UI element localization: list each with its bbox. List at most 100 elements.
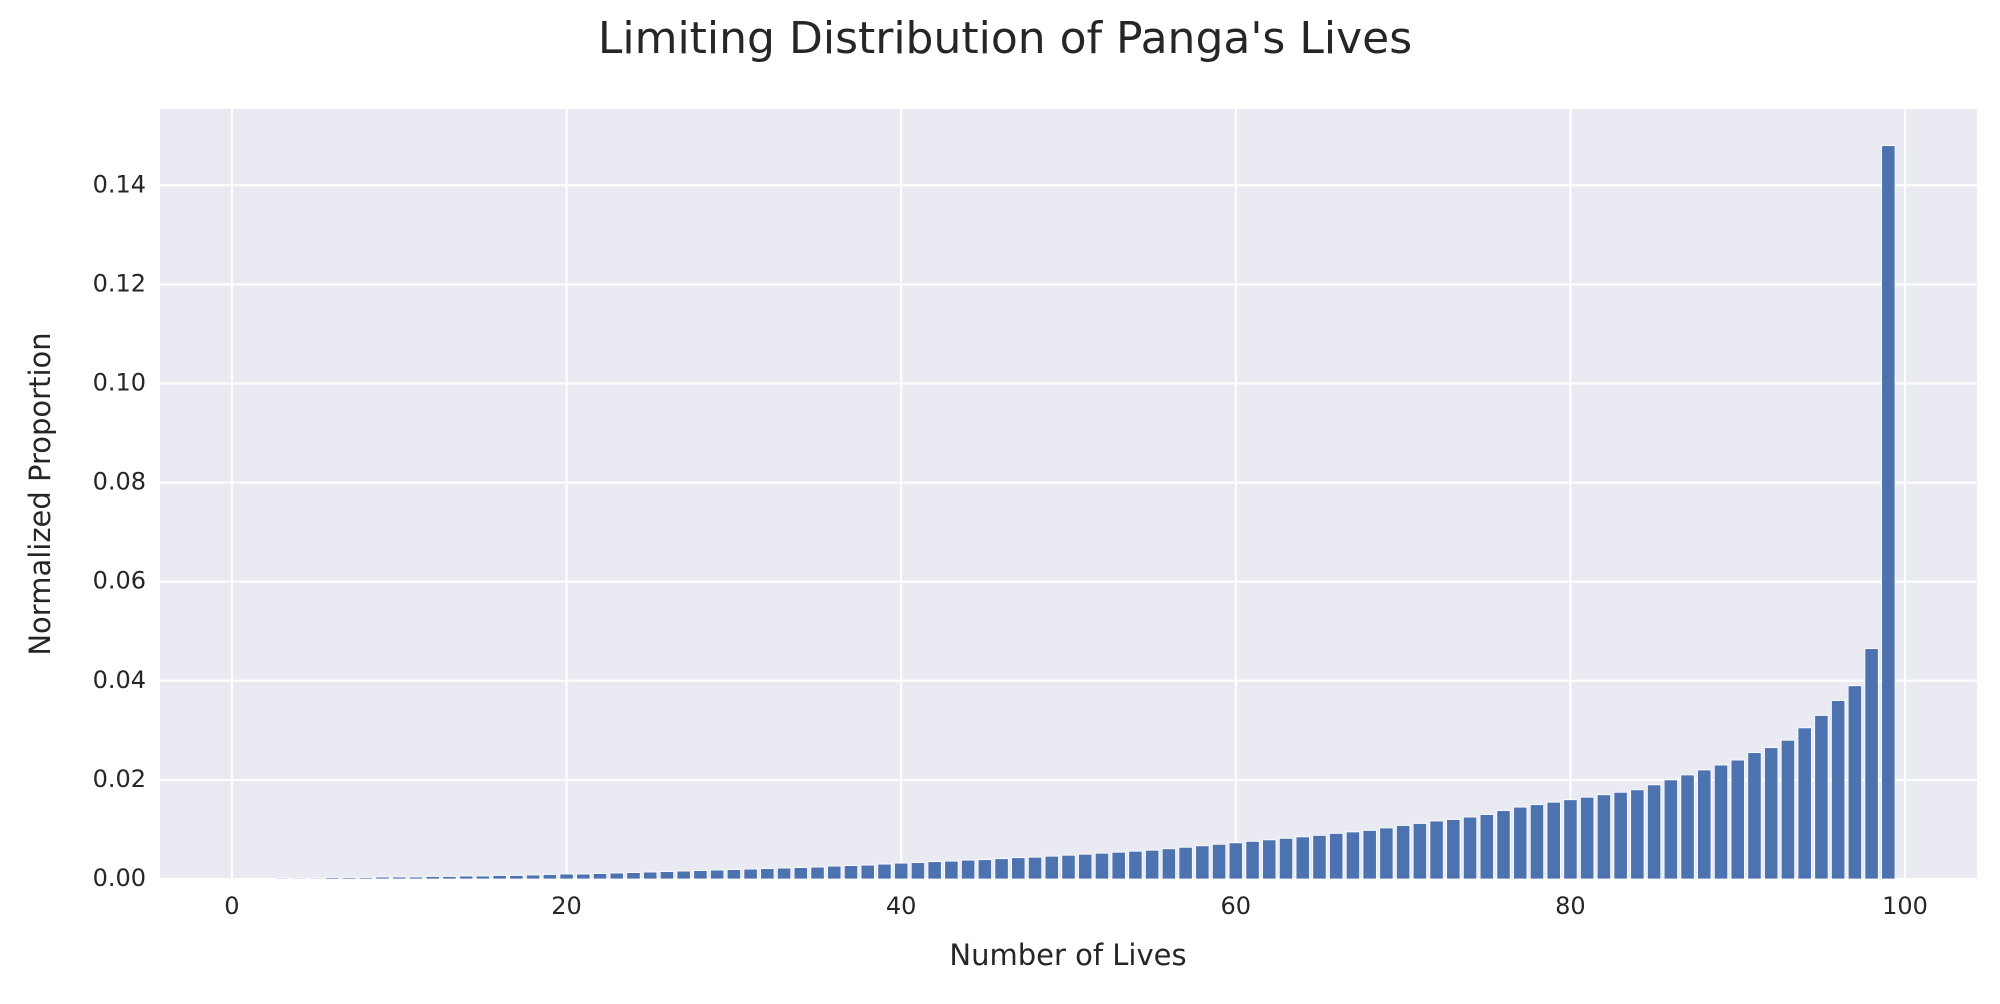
bar bbox=[1848, 686, 1861, 879]
bar bbox=[1647, 785, 1660, 879]
x-tick-label: 100 bbox=[1882, 892, 1928, 920]
bar bbox=[1028, 857, 1041, 879]
bar bbox=[627, 873, 640, 879]
bar bbox=[1279, 838, 1292, 879]
x-tick-label: 0 bbox=[224, 892, 239, 920]
bar bbox=[1079, 854, 1092, 879]
plot-area bbox=[160, 109, 1977, 879]
chart-title: Limiting Distribution of Panga's Lives bbox=[598, 13, 1412, 64]
y-tick-label: 0.08 bbox=[93, 468, 146, 496]
bar bbox=[359, 878, 372, 879]
bar bbox=[1664, 780, 1677, 879]
bar bbox=[1714, 765, 1727, 879]
bar bbox=[476, 876, 489, 879]
y-tick-label: 0.00 bbox=[93, 864, 146, 892]
bar bbox=[894, 863, 907, 879]
bar bbox=[1497, 811, 1510, 879]
bar bbox=[995, 859, 1008, 879]
bar bbox=[928, 862, 941, 879]
bar bbox=[1882, 146, 1895, 879]
bar bbox=[1865, 649, 1878, 879]
bar bbox=[560, 874, 573, 879]
bar bbox=[660, 872, 673, 879]
bar bbox=[1396, 825, 1409, 879]
bar bbox=[1614, 792, 1627, 879]
bar bbox=[409, 877, 422, 879]
bar bbox=[1514, 807, 1527, 879]
bar bbox=[1296, 837, 1309, 879]
bar bbox=[1229, 843, 1242, 879]
bar bbox=[1045, 856, 1058, 879]
bar bbox=[794, 868, 807, 879]
bar bbox=[1530, 805, 1543, 879]
bar bbox=[510, 876, 523, 879]
bar bbox=[1681, 775, 1694, 879]
y-tick-label: 0.02 bbox=[93, 765, 146, 793]
bar bbox=[309, 878, 322, 879]
bar bbox=[811, 867, 824, 879]
bar bbox=[744, 869, 757, 879]
bar bbox=[1631, 790, 1644, 879]
x-tick-label: 80 bbox=[1555, 892, 1586, 920]
bar bbox=[493, 876, 506, 879]
y-axis-label: Normalized Proportion bbox=[23, 332, 57, 655]
bar bbox=[1447, 820, 1460, 879]
x-tick-label: 60 bbox=[1221, 892, 1252, 920]
bar bbox=[1095, 853, 1108, 879]
bar bbox=[644, 872, 657, 879]
bar bbox=[426, 877, 439, 879]
bar bbox=[1798, 728, 1811, 879]
bar bbox=[710, 870, 723, 879]
bar bbox=[1547, 802, 1560, 879]
bar bbox=[978, 860, 991, 879]
bar bbox=[1129, 851, 1142, 879]
bar bbox=[1765, 748, 1778, 879]
bar bbox=[777, 868, 790, 879]
bar bbox=[543, 875, 556, 879]
bar bbox=[861, 865, 874, 879]
bar bbox=[911, 863, 924, 879]
bar bbox=[526, 875, 539, 879]
bar bbox=[1564, 800, 1577, 879]
bar bbox=[1363, 830, 1376, 879]
bar bbox=[828, 866, 841, 879]
bar bbox=[945, 861, 958, 879]
bar bbox=[1413, 824, 1426, 879]
bar bbox=[1246, 841, 1259, 879]
bar bbox=[459, 876, 472, 879]
bar bbox=[1480, 815, 1493, 879]
bar bbox=[342, 878, 355, 879]
bar bbox=[1831, 701, 1844, 879]
x-axis-label: Number of Lives bbox=[949, 938, 1186, 972]
bar bbox=[610, 873, 623, 879]
bar bbox=[1597, 795, 1610, 879]
bar bbox=[844, 866, 857, 879]
bar bbox=[593, 874, 606, 879]
bar bbox=[1748, 753, 1761, 879]
bar bbox=[878, 864, 891, 879]
bar bbox=[376, 877, 389, 879]
bar bbox=[1263, 840, 1276, 879]
bar bbox=[1580, 797, 1593, 879]
y-tick-label: 0.10 bbox=[93, 369, 146, 397]
bar bbox=[1346, 832, 1359, 879]
x-tick-label: 20 bbox=[551, 892, 582, 920]
bar bbox=[1062, 855, 1075, 879]
bar bbox=[1781, 740, 1794, 879]
bar bbox=[1815, 715, 1828, 879]
bar bbox=[1313, 835, 1326, 879]
bar bbox=[677, 871, 690, 879]
bar bbox=[694, 871, 707, 879]
bar bbox=[443, 877, 456, 879]
bar bbox=[326, 878, 339, 879]
bar bbox=[577, 874, 590, 879]
x-tick-label: 40 bbox=[886, 892, 917, 920]
y-tick-label: 0.04 bbox=[93, 666, 146, 694]
bar bbox=[1145, 850, 1158, 879]
bar bbox=[961, 860, 974, 879]
bar bbox=[1212, 844, 1225, 879]
bar bbox=[1698, 770, 1711, 879]
bar bbox=[393, 877, 406, 879]
bar bbox=[1380, 828, 1393, 879]
bar bbox=[1430, 821, 1443, 879]
